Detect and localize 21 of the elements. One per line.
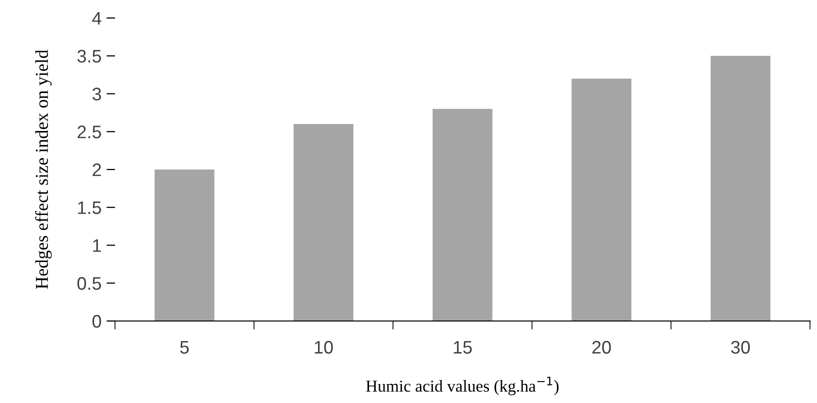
bar — [710, 56, 770, 321]
y-tick-label: 3 — [92, 88, 102, 100]
bar — [294, 124, 354, 321]
y-tick-label: 1 — [93, 239, 101, 252]
y-tick-label: 2 — [92, 163, 101, 176]
y-axis-title: Hedges effect size index on yield — [35, 50, 52, 289]
bar — [154, 170, 214, 321]
bar — [432, 108, 492, 321]
x-tick-label: 20 — [592, 340, 611, 354]
x-axis-title: Humic acid values (kg.ha$^{−1}$) — [366, 376, 559, 396]
x-tick-label: 10 — [314, 340, 333, 354]
y-tick-label: 1.5 — [78, 201, 102, 214]
y-tick-label: 0.5 — [77, 277, 102, 290]
bar — [572, 78, 632, 321]
y-tick-label: 2.5 — [78, 126, 102, 138]
y-tick-label: 4 — [92, 12, 102, 25]
x-tick-label: 5 — [180, 341, 189, 354]
y-tick-label: 3.5 — [77, 50, 102, 63]
y-tick-label: 0 — [92, 314, 102, 328]
x-tick-label: 15 — [454, 341, 472, 354]
x-tick-label: 30 — [731, 340, 750, 354]
